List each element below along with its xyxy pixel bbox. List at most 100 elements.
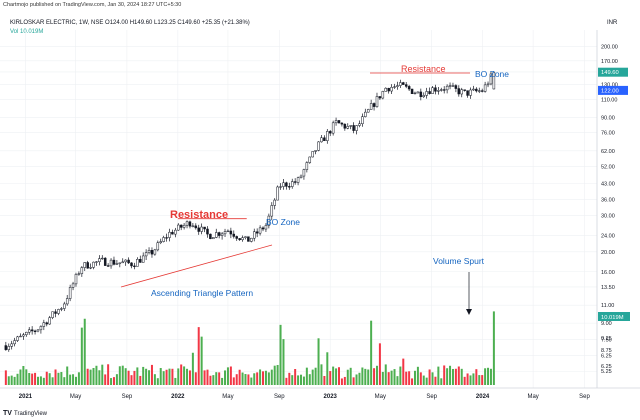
candle-body — [399, 82, 402, 86]
candle-body — [42, 322, 46, 327]
candle-body — [422, 95, 425, 98]
volume-bar — [180, 364, 183, 385]
chart-grid — [0, 30, 597, 388]
volume-bar — [107, 364, 110, 385]
candle-body — [466, 90, 469, 96]
candle-body — [372, 103, 376, 107]
candle — [212, 237, 215, 240]
volume-bar — [63, 377, 66, 385]
symbol-line: KIRLOSKAR ELECTRIC, 1W, NSE O124.00 H149… — [10, 20, 250, 26]
volume-bar — [463, 376, 466, 385]
candle-body — [238, 238, 241, 241]
candle-body — [156, 242, 160, 251]
candle — [349, 125, 352, 130]
time-tick-label: 2024 — [476, 394, 490, 400]
volume-bar — [66, 366, 69, 385]
candle-body — [141, 255, 145, 263]
candle — [232, 230, 236, 239]
candle-body — [185, 221, 189, 226]
volume-bar — [431, 372, 434, 385]
candle-body — [404, 84, 408, 87]
candle — [311, 151, 314, 158]
candle-body — [168, 231, 171, 238]
candle-body — [174, 229, 177, 235]
candle-body — [323, 137, 326, 141]
candle — [451, 82, 455, 87]
candle-body — [314, 150, 317, 152]
volume-bar — [449, 365, 452, 385]
candle — [22, 332, 25, 340]
candle — [247, 236, 250, 242]
volume-bar — [416, 366, 419, 385]
volume-bar — [197, 327, 200, 385]
volume-bar — [352, 377, 355, 385]
candle-body — [282, 182, 285, 187]
volume-bar — [390, 370, 393, 385]
candle-body — [127, 259, 130, 264]
candle — [463, 89, 466, 92]
annotation-resistance-1: Resistance — [170, 209, 228, 221]
volume-bar — [408, 371, 411, 385]
candle — [4, 341, 8, 351]
candle-body — [150, 250, 154, 255]
volume-bar — [139, 375, 142, 385]
candle-body — [302, 169, 306, 177]
candle-body — [393, 86, 396, 88]
candle-body — [425, 91, 428, 96]
price-axis: 200.00170.00150.00130.00110.0090.0076.00… — [601, 44, 618, 375]
volume-bar — [177, 368, 180, 385]
candle-body — [361, 116, 364, 124]
volume-bar — [381, 371, 384, 385]
ascending-support-line — [120, 244, 273, 288]
volume-bar — [51, 377, 54, 385]
price-tag — [598, 85, 628, 95]
price-tick-label: 170.00 — [601, 59, 618, 65]
volume-bar — [367, 369, 370, 385]
volume-bar — [42, 377, 45, 385]
candle — [83, 262, 86, 271]
price-tick-label: 130.00 — [601, 83, 618, 89]
candle — [144, 249, 148, 260]
candle-body — [384, 87, 388, 92]
candle — [68, 284, 72, 302]
volume-bar — [39, 376, 42, 385]
volume-bar — [92, 367, 95, 385]
candle-body — [273, 199, 276, 206]
candle-body — [220, 233, 224, 236]
candle-body — [457, 88, 461, 95]
volume-bar — [489, 368, 492, 385]
volume-bar — [332, 366, 335, 385]
candle-body — [255, 231, 259, 234]
candle — [36, 329, 40, 333]
volume-bar — [279, 324, 282, 385]
price-tick-label: 36.00 — [601, 197, 615, 203]
candle — [320, 134, 323, 143]
time-tick-label: 2022 — [171, 394, 185, 400]
candle-body — [118, 262, 122, 264]
candle — [305, 161, 309, 173]
candle — [328, 130, 332, 137]
candle — [416, 91, 420, 94]
volume-tick-label: 6.25 — [601, 364, 612, 370]
candle — [191, 222, 195, 228]
candle-body — [469, 89, 472, 96]
volume-bar — [405, 371, 408, 385]
volume-bar — [264, 370, 267, 385]
candle-body — [74, 274, 78, 285]
price-tag-label: 149.60 — [601, 70, 619, 76]
volume-bar — [378, 343, 381, 385]
volume-bar — [267, 372, 270, 385]
candle — [378, 96, 382, 100]
volume-bar — [77, 372, 80, 385]
candle — [86, 260, 89, 269]
volume-bar — [294, 369, 297, 385]
volume-bars — [4, 311, 495, 385]
candle — [98, 255, 101, 266]
volume-bar — [229, 366, 232, 385]
candle-body — [445, 85, 449, 91]
candle-body — [200, 226, 203, 232]
candle — [448, 82, 452, 90]
candle-body — [358, 123, 361, 126]
candle — [19, 333, 22, 338]
